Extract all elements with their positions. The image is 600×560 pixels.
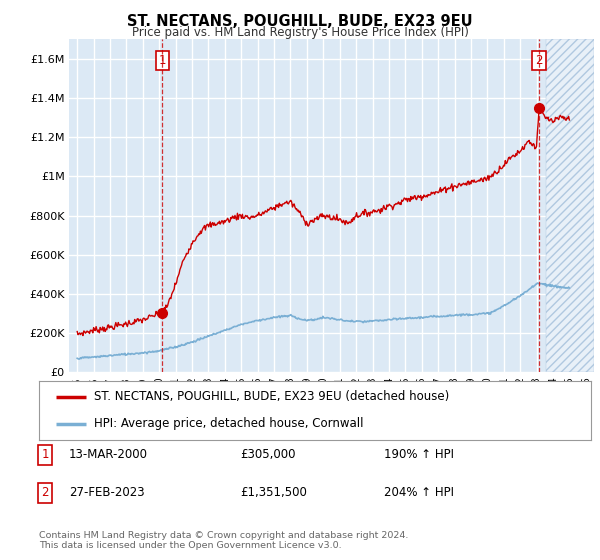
Text: HPI: Average price, detached house, Cornwall: HPI: Average price, detached house, Corn… [94,417,364,430]
Text: 1: 1 [158,54,166,67]
Text: 190% ↑ HPI: 190% ↑ HPI [384,448,454,461]
Bar [547,39,594,372]
Text: 27-FEB-2023: 27-FEB-2023 [69,486,145,500]
Text: £305,000: £305,000 [240,448,296,461]
Text: 2: 2 [535,54,543,67]
Text: ST. NECTANS, POUGHILL, BUDE, EX23 9EU: ST. NECTANS, POUGHILL, BUDE, EX23 9EU [127,14,473,29]
Text: £1,351,500: £1,351,500 [240,486,307,500]
Text: Contains HM Land Registry data © Crown copyright and database right 2024.
This d: Contains HM Land Registry data © Crown c… [39,531,409,550]
Text: Price paid vs. HM Land Registry's House Price Index (HPI): Price paid vs. HM Land Registry's House … [131,26,469,39]
Text: 1: 1 [41,448,49,461]
Text: ST. NECTANS, POUGHILL, BUDE, EX23 9EU (detached house): ST. NECTANS, POUGHILL, BUDE, EX23 9EU (d… [94,390,449,403]
Text: 13-MAR-2000: 13-MAR-2000 [69,448,148,461]
Text: 2: 2 [41,486,49,500]
Text: 204% ↑ HPI: 204% ↑ HPI [384,486,454,500]
